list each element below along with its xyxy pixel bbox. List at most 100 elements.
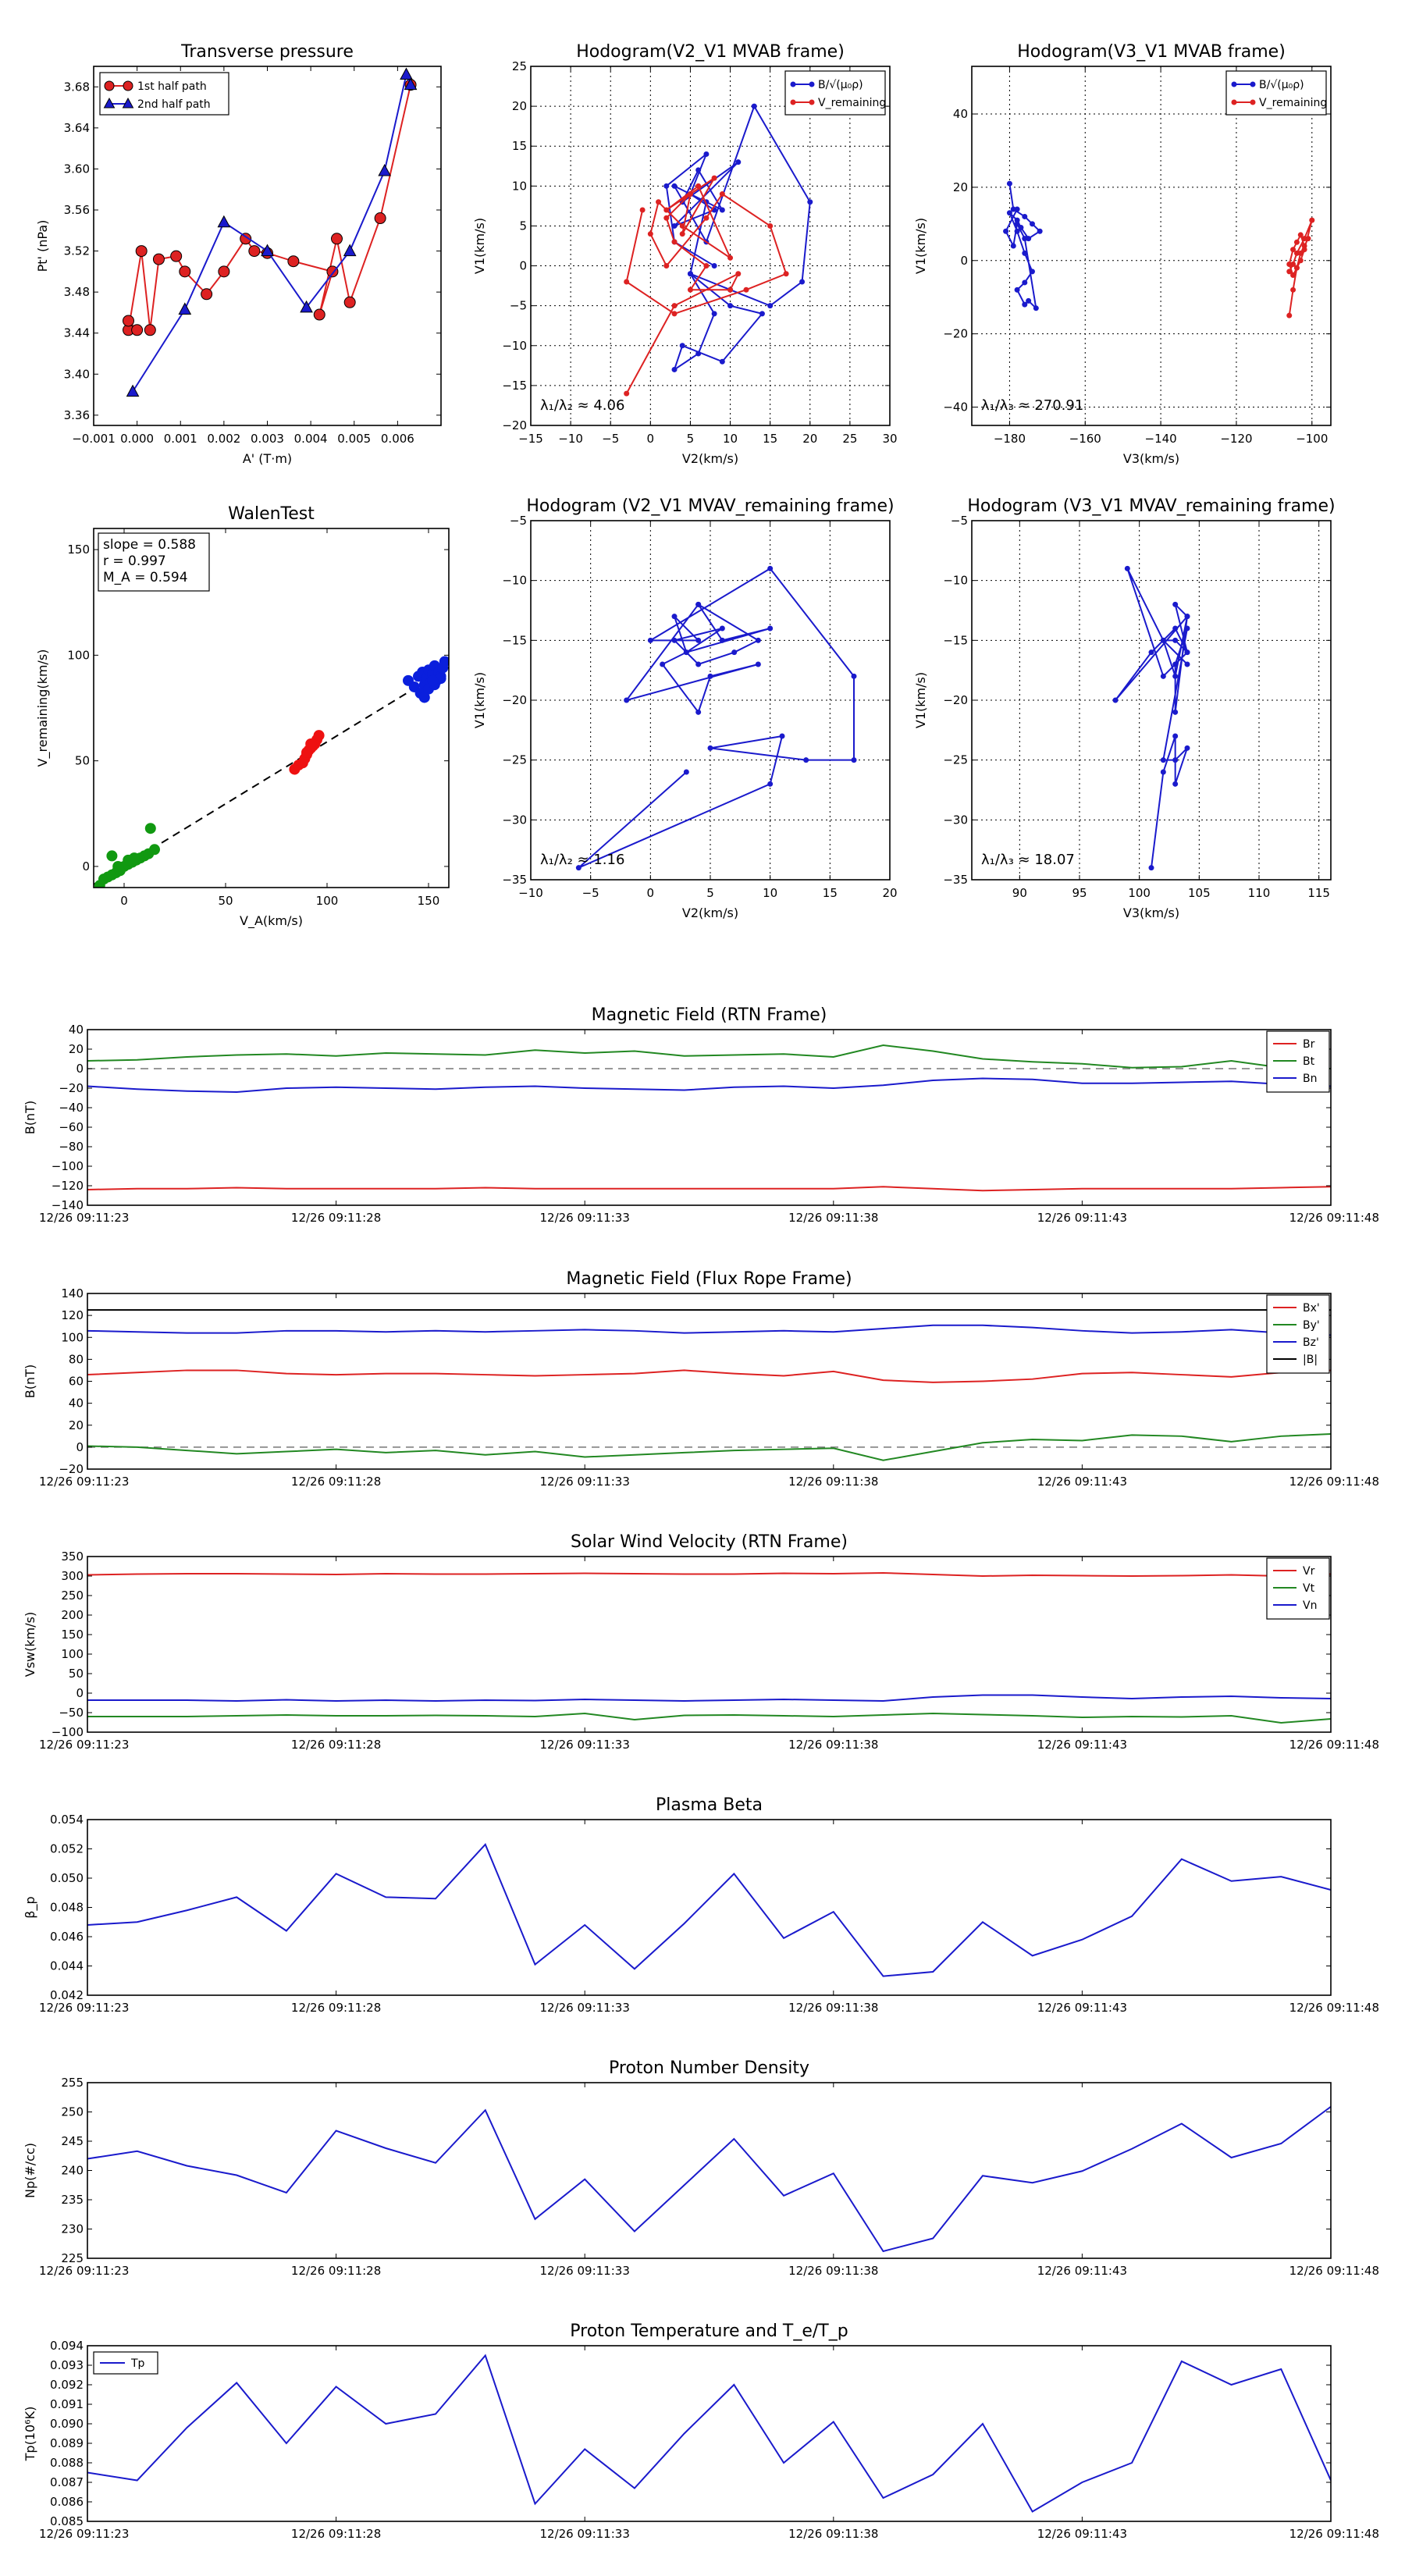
x-tick-label: 12/26 09:11:28	[291, 2001, 381, 2015]
legend-label: Vn	[1303, 1599, 1317, 1612]
y-tick-label: −140	[52, 1198, 84, 1212]
data-point	[1022, 236, 1028, 242]
data-point	[248, 245, 261, 258]
legend-marker	[790, 81, 796, 87]
stats-line: M_A = 0.594	[103, 570, 188, 585]
data-point	[663, 263, 670, 269]
x-tick-label: 12/26 09:11:43	[1037, 1738, 1127, 1752]
y-tick-label: −30	[502, 813, 527, 827]
y-tick-label: 50	[69, 1667, 84, 1681]
data-point	[727, 303, 734, 309]
vsw-title: Solar Wind Velocity (RTN Frame)	[571, 1532, 848, 1552]
x-tick-label: 95	[1072, 886, 1087, 900]
legend-box	[784, 70, 886, 116]
x-tick-label: 0.000	[120, 432, 154, 446]
data-point	[1184, 625, 1190, 632]
beta-panel	[87, 1819, 1332, 1996]
data-point	[671, 311, 678, 317]
y-tick-label: −40	[943, 400, 968, 415]
legend-label: B/√(μ₀ρ)	[818, 79, 863, 91]
series-line-Bn	[87, 1077, 1331, 1094]
y-tick-label: 3.68	[64, 80, 90, 94]
data-point	[807, 199, 813, 205]
legend-label: Bz'	[1303, 1336, 1319, 1349]
h2-xlabel: V3(km/s)	[1123, 451, 1179, 466]
series-line-Bz'	[87, 1324, 1331, 1336]
x-tick-label: 12/26 09:11:48	[1289, 2527, 1379, 2541]
data-point	[144, 324, 156, 336]
y-tick-label: 225	[61, 2251, 84, 2265]
y-tick-label: 235	[61, 2193, 84, 2207]
y-tick-label: 0.042	[50, 1988, 84, 2002]
y-tick-label: 3.44	[64, 326, 90, 340]
data-point	[624, 390, 630, 397]
h4-title: Hodogram (V3_V1 MVAV_remaining frame)	[967, 496, 1335, 516]
data-point	[217, 215, 231, 228]
data-point	[1301, 247, 1307, 253]
data-point	[719, 191, 725, 197]
data-point	[767, 625, 774, 632]
series-line-Vt	[87, 1712, 1331, 1724]
data-point	[1309, 217, 1315, 223]
series-line-V	[1115, 568, 1189, 868]
x-tick-label: −10	[558, 432, 583, 446]
bmag-panel	[87, 1029, 1332, 1206]
bfr-axes-frame	[87, 1293, 1332, 1470]
data-point	[1290, 261, 1297, 267]
x-tick-label: 0.006	[381, 432, 414, 446]
x-tick-label: 15	[763, 432, 777, 446]
data-point	[343, 296, 356, 308]
beta-axes-frame	[87, 1819, 1332, 1996]
x-tick-label: 30	[882, 432, 897, 446]
data-point	[287, 255, 300, 268]
x-tick-label: 0.003	[251, 432, 284, 446]
data-point	[1172, 709, 1179, 715]
legend-label: 1st half path	[137, 80, 207, 93]
x-tick-label: −5	[582, 886, 599, 900]
series-line-V_remaining	[625, 177, 788, 394]
series-line-2nd half path	[132, 72, 411, 393]
y-tick-label: 0.046	[50, 1930, 84, 1944]
x-tick-label: 12/26 09:11:28	[291, 1475, 381, 1489]
series-line-By'	[87, 1433, 1331, 1461]
y-tick-label: 0.044	[50, 1959, 84, 1973]
legend-label: |B|	[1303, 1354, 1318, 1366]
legend-label: B/√(μ₀ρ)	[1259, 79, 1304, 91]
data-point	[1293, 250, 1300, 256]
data-point	[1026, 297, 1032, 304]
y-tick-label: 3.60	[64, 162, 90, 176]
h4-xlabel: V3(km/s)	[1123, 906, 1179, 920]
x-tick-label: 12/26 09:11:28	[291, 2264, 381, 2278]
data-point	[1297, 232, 1304, 238]
y-tick-label: −10	[502, 339, 527, 353]
x-tick-label: 12/26 09:11:23	[39, 2264, 129, 2278]
data-point	[575, 865, 582, 871]
legend-marker	[1250, 81, 1256, 87]
np-ylabel: Np(#/cc)	[23, 2143, 37, 2198]
x-tick-label: 12/26 09:11:38	[788, 2264, 878, 2278]
beta-series	[87, 1843, 1331, 1977]
data-point	[767, 222, 774, 229]
data-point	[1184, 614, 1190, 620]
x-tick-label: 12/26 09:11:23	[39, 2527, 129, 2541]
x-tick-label: −10	[518, 886, 543, 900]
data-point	[695, 350, 702, 357]
legend-marker	[790, 99, 796, 105]
h3-panel	[530, 520, 891, 881]
y-tick-label: 3.52	[64, 244, 90, 258]
y-tick-label: 240	[61, 2164, 84, 2178]
series-line-Vr	[87, 1571, 1331, 1578]
stats-line: slope = 0.588	[103, 537, 196, 553]
bfr-panel	[87, 1293, 1332, 1470]
tp-panel	[87, 2345, 1332, 2522]
data-point	[1172, 673, 1179, 679]
x-tick-label: 12/26 09:11:28	[291, 2527, 381, 2541]
data-point	[129, 852, 140, 864]
h4-ylabel: V1(km/s)	[913, 672, 928, 728]
x-tick-label: 20	[882, 886, 897, 900]
h1-series	[624, 103, 813, 397]
data-point	[703, 215, 710, 221]
data-point	[660, 661, 666, 667]
data-point	[767, 303, 774, 309]
data-point	[647, 231, 653, 237]
